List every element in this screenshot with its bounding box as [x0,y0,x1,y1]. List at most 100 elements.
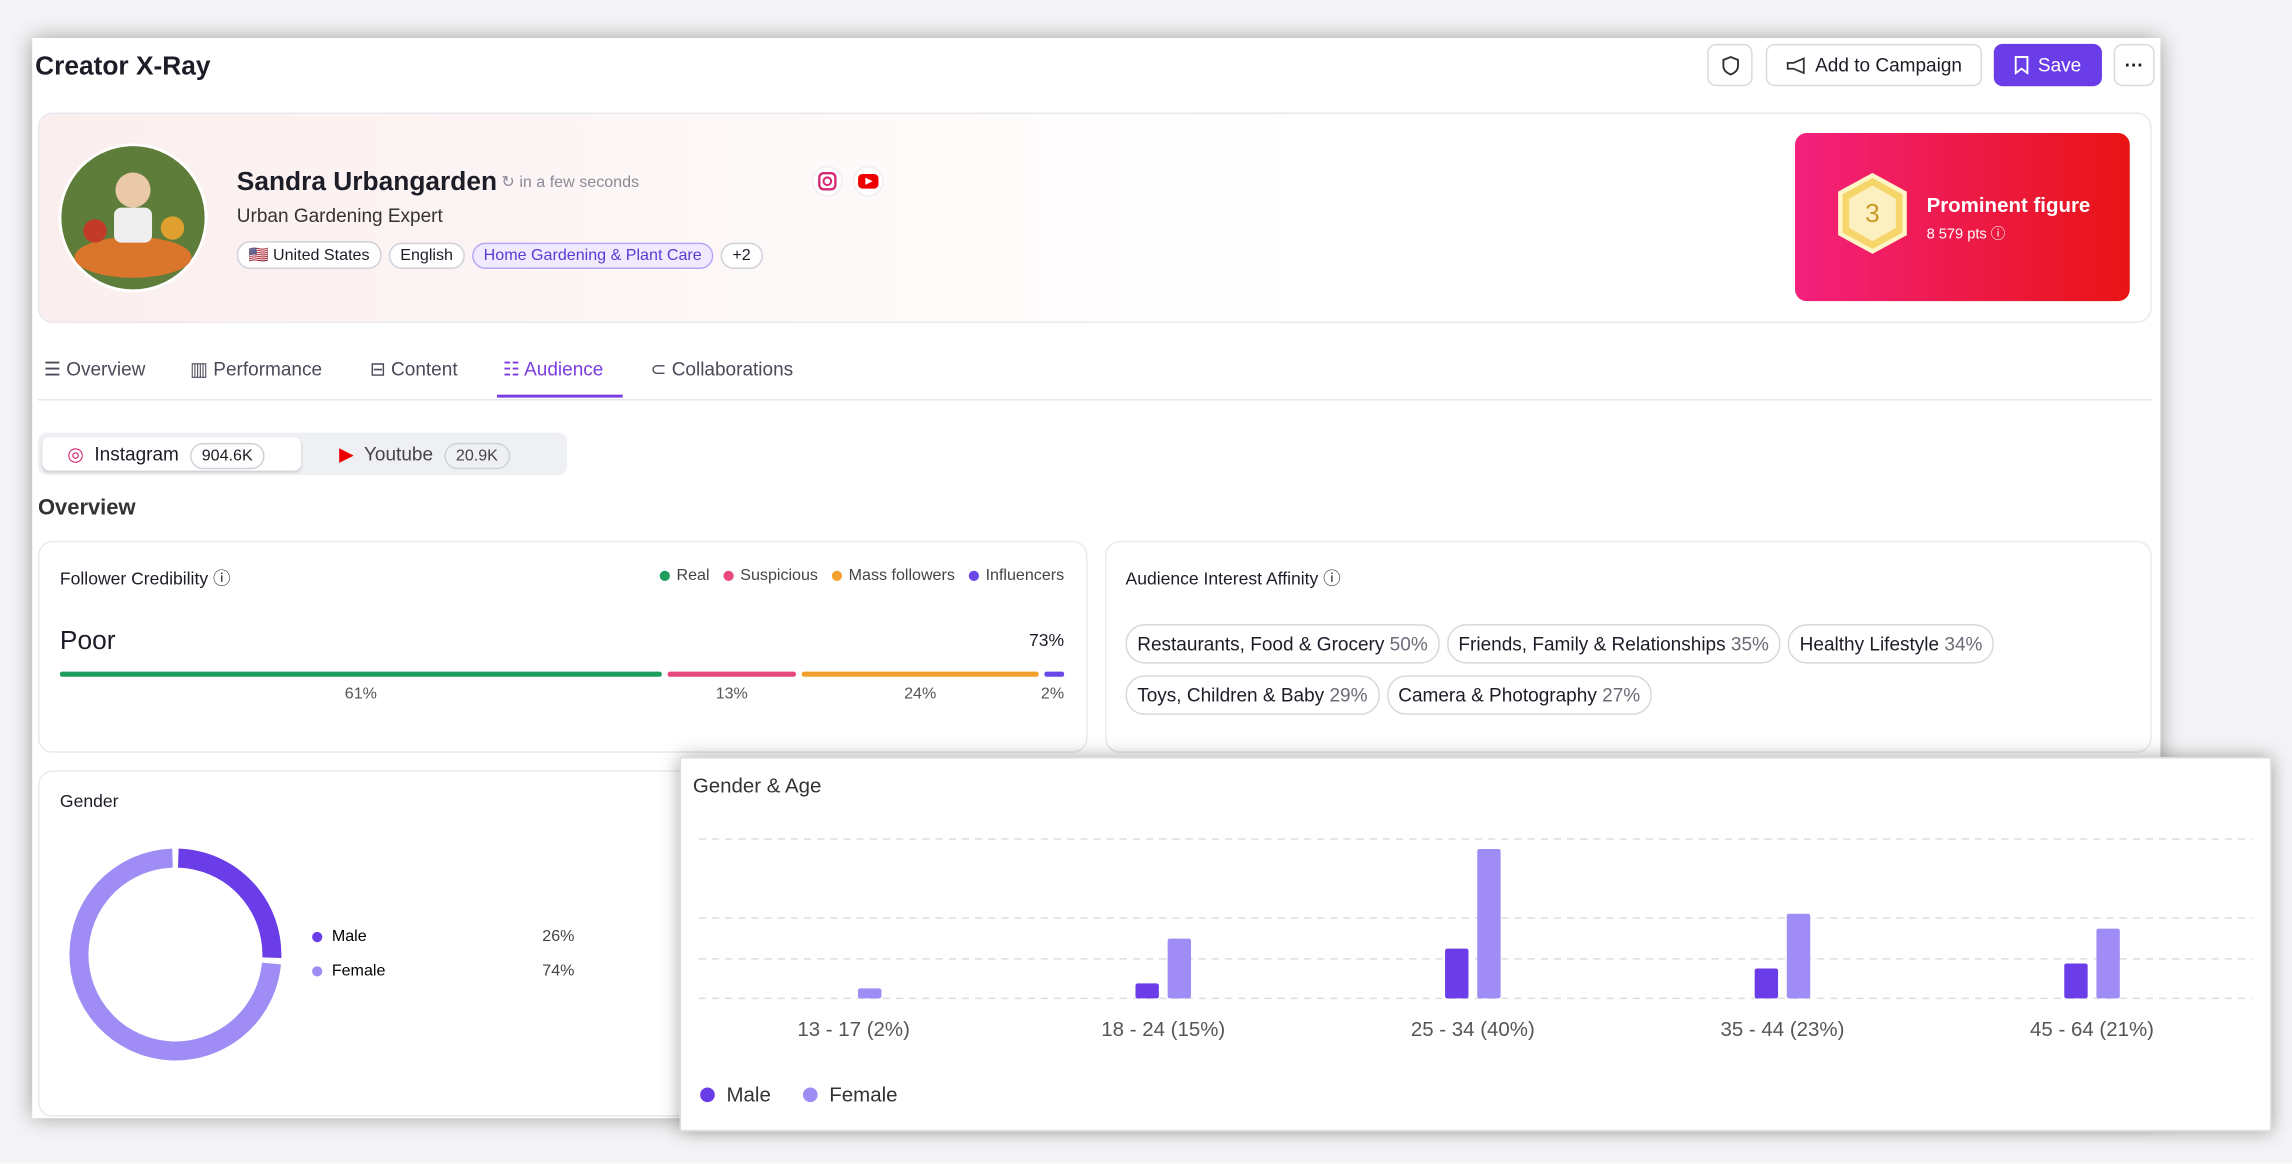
add-to-campaign-button[interactable]: Add to Campaign [1765,43,1983,87]
tab[interactable]: ⊟ Content [369,358,458,381]
interest-name: Camera & Photography [1398,684,1597,707]
x-tick-label: 45 - 64 (21%) [2030,1018,2154,1041]
tag: +2 [720,242,763,269]
button-label: Save [2037,54,2082,77]
legend-dot [659,570,670,582]
legend-dot [312,966,323,977]
rank-number: 3 [1865,198,1880,228]
interest-chip: Toys, Children & Baby 29% [1125,675,1380,715]
credibility-chart: Influencers Mass followers Suspicious Real 6… [59,566,1065,703]
section-title: Overview [38,495,136,521]
update-status: ↻ in a few seconds [501,173,640,192]
tab-label: Content [391,358,458,381]
card-title: Gender & Age [692,773,822,797]
points: 8 579 pts [1926,226,1987,243]
more-button[interactable]: ··· [2113,43,2155,87]
icon [1786,56,1805,74]
credibility-segment [1044,671,1065,677]
interest-list: Restaurants, Food & Grocery 50% Friends, … [1125,624,2135,726]
bar [2096,928,2120,999]
tab-indicator [496,394,623,398]
gender-age-panel: Gender & Age 13 - 17 (2%) 18 - 24 (15%) 25… [679,757,2272,1132]
bar [1167,938,1192,999]
rank-title: Prominent figure [1926,192,2091,217]
platform-count: 904.6K [190,442,265,470]
gender-chart: Male 26% Female 74% [69,848,574,1061]
credibility-score: 73% [1029,630,1065,651]
credibility-segment [667,671,796,677]
bar [1135,983,1159,999]
legend-label: Male [726,1084,770,1107]
legend-dot [700,1087,715,1103]
legend-dot [312,931,323,943]
legend-label: Influencers [986,566,1065,584]
legend-label: Female [332,962,386,980]
icon [1721,55,1739,75]
tag: English [388,242,465,269]
card-title: Audience Interest Affinity ⓘ [1125,568,1341,590]
tab-label: Collaborations [671,358,794,381]
tab[interactable]: ☷ Audience [502,358,604,381]
platform-name: Instagram [94,442,179,465]
interest-share: 50% [1389,632,1428,655]
interest-share: 35% [1730,632,1769,655]
icon [2015,56,2029,75]
interest-name: Healthy Lifestyle [1799,632,1940,655]
tab-label: Audience [524,358,604,381]
legend-dot [831,570,843,582]
value-label: 26% [542,927,574,945]
page-title: Creator X-Ray [35,51,211,81]
x-tick-label: 35 - 44 (23%) [1720,1018,1844,1041]
interest-share: 29% [1329,684,1368,707]
title: Follower Credibility [59,568,209,590]
platform-count: 20.9K [444,442,510,470]
avatar [58,143,208,293]
value-label: 74% [542,962,574,980]
tab-divider [38,399,2152,401]
interest-share: 34% [1944,632,1983,655]
platform-instagram[interactable]: ◎ Instagram 904.6K [67,442,271,470]
platform-youtube[interactable]: ▶ Youtube 20.9K [339,442,517,470]
segment-label: 24% [904,685,936,703]
credibility-segment [59,671,662,677]
legend-label: Mass followers [849,566,955,584]
credibility-segment [801,671,1039,677]
x-tick-label: 18 - 24 (15%) [1101,1018,1225,1041]
save-button[interactable]: Save [1993,43,2102,87]
bar [858,988,882,999]
interest-chip: Restaurants, Food & Grocery 50% [1125,624,1440,664]
legend-label: Male [332,927,367,945]
bar [1786,913,1811,999]
card-title: Gender [59,790,119,812]
donut-slice [177,848,282,958]
legend-dot [723,570,734,582]
tab[interactable]: ▥ Performance [190,358,323,381]
legend-label: Real [677,566,710,584]
credibility-card [38,540,1088,753]
gender-age-chart: 13 - 17 (2%) 18 - 24 (15%) 25 - 34 (40%) 35… [698,838,2253,1107]
social-icons [811,165,884,197]
tag: Home Gardening & Plant Care [471,242,714,269]
tab[interactable]: ⊂ Collaborations [650,358,794,381]
segment-label: 13% [716,685,748,703]
legend-label: Female [829,1084,897,1107]
x-tick-label: 13 - 17 (2%) [797,1018,910,1041]
tab[interactable]: ☰ Overview [43,358,146,381]
legend-dot [968,570,979,582]
tag-list: 🇺🇸 United States English Home Gardening & … [236,241,770,269]
bar [1477,848,1501,999]
interest-name: Toys, Children & Baby [1137,684,1325,707]
shield-button[interactable] [1707,43,1753,87]
interest-name: Restaurants, Food & Grocery [1137,632,1385,655]
bar [2064,963,2088,999]
interest-name: Friends, Family & Relationships [1458,632,1726,655]
creator-name: Sandra Urbangarden [236,166,498,196]
bar [1445,948,1469,999]
interest-chip: Camera & Photography 27% [1386,675,1652,715]
title: Audience Interest Affinity [1125,568,1319,590]
rank-points: 8 579 pts ⓘ [1926,226,2006,243]
tag: 🇺🇸 United States [236,241,382,269]
button-label: Add to Campaign [1815,54,1962,77]
